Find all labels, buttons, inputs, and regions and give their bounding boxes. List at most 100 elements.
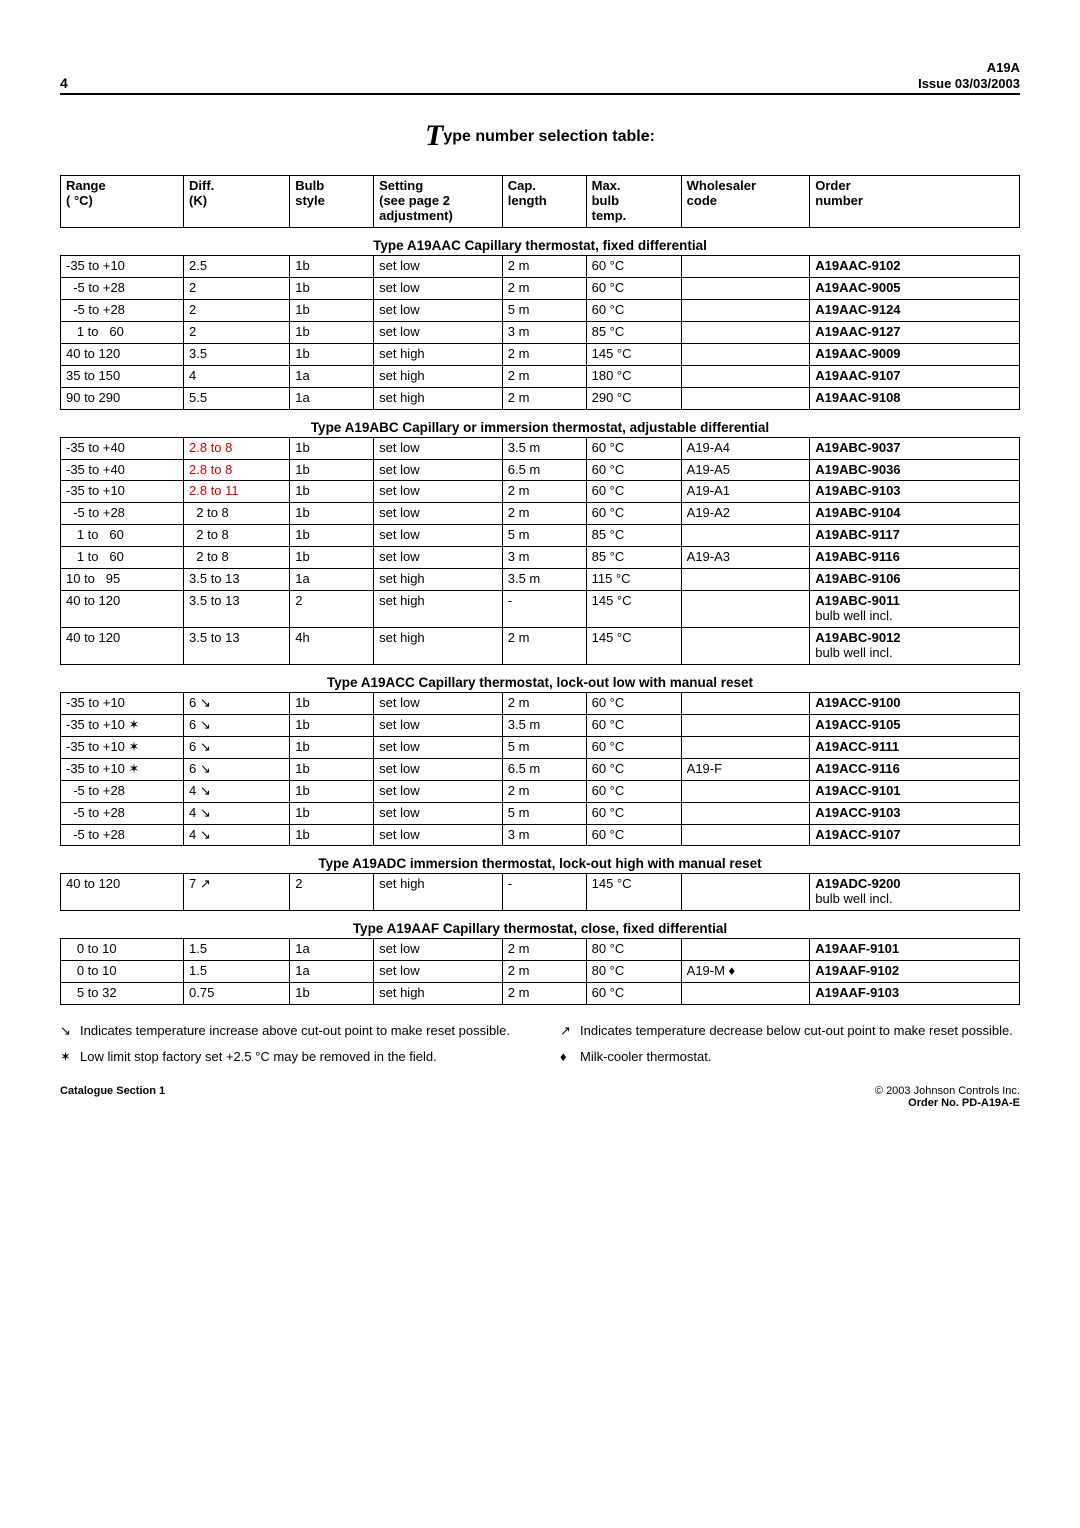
footnote: ✶Low limit stop factory set +2.5 °C may … bbox=[60, 1049, 520, 1065]
table-cell: 4 ↘ bbox=[184, 780, 290, 802]
table-cell: A19AAF-9102 bbox=[810, 961, 1020, 983]
table-cell: set low bbox=[374, 824, 503, 846]
table-cell: 0.75 bbox=[184, 983, 290, 1005]
section-table: -35 to +102.51bset low2 m60 °CA19AAC-910… bbox=[60, 255, 1020, 410]
table-cell: 60 °C bbox=[586, 437, 681, 459]
table-row: 40 to 1203.5 to 132set high-145 °CA19ABC… bbox=[61, 591, 1020, 628]
table-cell: set low bbox=[374, 459, 503, 481]
table-cell: set high bbox=[374, 343, 503, 365]
title-initial: T bbox=[425, 119, 443, 152]
table-cell: 1b bbox=[290, 481, 374, 503]
table-cell: 145 °C bbox=[586, 591, 681, 628]
table-cell: 5 m bbox=[502, 299, 586, 321]
table-cell: -5 to +28 bbox=[61, 780, 184, 802]
table-cell: A19ABC-9037 bbox=[810, 437, 1020, 459]
header-rule bbox=[60, 93, 1020, 95]
table-cell: 2 bbox=[290, 874, 374, 911]
table-cell: 115 °C bbox=[586, 569, 681, 591]
table-cell: 60 °C bbox=[586, 824, 681, 846]
col-header: Ordernumber bbox=[810, 176, 1020, 228]
table-cell: A19ACC-9105 bbox=[810, 714, 1020, 736]
table-cell: set low bbox=[374, 714, 503, 736]
col-header: Max.bulbtemp. bbox=[586, 176, 681, 228]
table-row: -5 to +28 2 to 81bset low2 m60 °CA19-A2A… bbox=[61, 503, 1020, 525]
table-cell: A19-A2 bbox=[681, 503, 810, 525]
table-cell: A19ACC-9111 bbox=[810, 736, 1020, 758]
table-cell: -5 to +28 bbox=[61, 802, 184, 824]
table-cell: 1b bbox=[290, 780, 374, 802]
table-cell: set low bbox=[374, 961, 503, 983]
table-cell: 2.8 to 11 bbox=[184, 481, 290, 503]
table-cell: 1b bbox=[290, 736, 374, 758]
table-cell: 2 bbox=[184, 321, 290, 343]
table-cell: -5 to +28 bbox=[61, 824, 184, 846]
table-cell: 4 ↘ bbox=[184, 824, 290, 846]
footnotes: ↘Indicates temperature increase above cu… bbox=[60, 1023, 1020, 1075]
footnote-symbol: ♦ bbox=[560, 1049, 574, 1064]
table-cell: 1b bbox=[290, 437, 374, 459]
table-cell: set low bbox=[374, 321, 503, 343]
table-cell: A19AAF-9101 bbox=[810, 939, 1020, 961]
table-cell: -5 to +28 bbox=[61, 277, 184, 299]
table-cell: set low bbox=[374, 736, 503, 758]
section-table: -35 to +402.8 to 81bset low3.5 m60 °CA19… bbox=[60, 437, 1020, 665]
table-cell: 1b bbox=[290, 714, 374, 736]
table-cell: 2 m bbox=[502, 780, 586, 802]
header-table: Range( °C)Diff.(K)BulbstyleSetting(see p… bbox=[60, 175, 1020, 228]
table-cell: 60 °C bbox=[586, 256, 681, 278]
table-cell: set low bbox=[374, 481, 503, 503]
table-cell: 5 to 32 bbox=[61, 983, 184, 1005]
table-cell: 3.5 bbox=[184, 343, 290, 365]
table-cell: set high bbox=[374, 569, 503, 591]
table-cell: 1 to 60 bbox=[61, 547, 184, 569]
table-cell: A19ABC-9104 bbox=[810, 503, 1020, 525]
table-cell: 40 to 120 bbox=[61, 874, 184, 911]
table-row: -35 to +402.8 to 81bset low3.5 m60 °CA19… bbox=[61, 437, 1020, 459]
table-cell: 3.5 to 13 bbox=[184, 569, 290, 591]
title-rest: ype number selection table: bbox=[443, 128, 655, 145]
table-cell bbox=[681, 802, 810, 824]
table-cell: A19ACC-9107 bbox=[810, 824, 1020, 846]
table-cell: 60 °C bbox=[586, 714, 681, 736]
table-cell: set low bbox=[374, 525, 503, 547]
table-cell: set high bbox=[374, 628, 503, 665]
footnotes-right: ↗Indicates temperature decrease below cu… bbox=[560, 1023, 1020, 1075]
footnote: ↗Indicates temperature decrease below cu… bbox=[560, 1023, 1020, 1039]
footnote-symbol: ↗ bbox=[560, 1023, 574, 1039]
table-cell bbox=[681, 343, 810, 365]
table-cell: 1a bbox=[290, 939, 374, 961]
table-cell: 3.5 to 13 bbox=[184, 628, 290, 665]
table-cell: 1b bbox=[290, 692, 374, 714]
footnote-text: Indicates temperature increase above cut… bbox=[80, 1023, 510, 1039]
table-cell: A19AAC-9005 bbox=[810, 277, 1020, 299]
table-cell: -35 to +10 ✶ bbox=[61, 736, 184, 758]
table-cell: 3 m bbox=[502, 321, 586, 343]
table-cell: -5 to +28 bbox=[61, 503, 184, 525]
table-cell: 2.8 to 8 bbox=[184, 437, 290, 459]
table-cell bbox=[681, 387, 810, 409]
table-cell: 145 °C bbox=[586, 874, 681, 911]
table-cell: 3 m bbox=[502, 824, 586, 846]
table-cell: 3.5 m bbox=[502, 569, 586, 591]
section-title: Type A19AAF Capillary thermostat, close,… bbox=[60, 921, 1020, 936]
table-cell: 60 °C bbox=[586, 459, 681, 481]
table-cell: set low bbox=[374, 547, 503, 569]
table-cell: -35 to +10 bbox=[61, 692, 184, 714]
table-cell bbox=[681, 874, 810, 911]
section-table: 0 to 101.51aset low2 m80 °CA19AAF-9101 0… bbox=[60, 938, 1020, 1005]
footnotes-left: ↘Indicates temperature increase above cu… bbox=[60, 1023, 520, 1075]
table-cell: A19ABC-9106 bbox=[810, 569, 1020, 591]
table-cell: 1b bbox=[290, 503, 374, 525]
table-cell: 1b bbox=[290, 983, 374, 1005]
table-cell: 85 °C bbox=[586, 547, 681, 569]
page-header: 4 A19A Issue 03/03/2003 bbox=[60, 60, 1020, 91]
table-cell: A19ABC-9012bulb well incl. bbox=[810, 628, 1020, 665]
table-row: 0 to 101.51aset low2 m80 °CA19AAF-9101 bbox=[61, 939, 1020, 961]
table-cell: A19ABC-9117 bbox=[810, 525, 1020, 547]
table-cell bbox=[681, 591, 810, 628]
table-cell bbox=[681, 628, 810, 665]
table-cell: 60 °C bbox=[586, 736, 681, 758]
table-cell: 1a bbox=[290, 387, 374, 409]
table-cell: 2 m bbox=[502, 365, 586, 387]
footer-left: Catalogue Section 1 bbox=[60, 1085, 165, 1109]
